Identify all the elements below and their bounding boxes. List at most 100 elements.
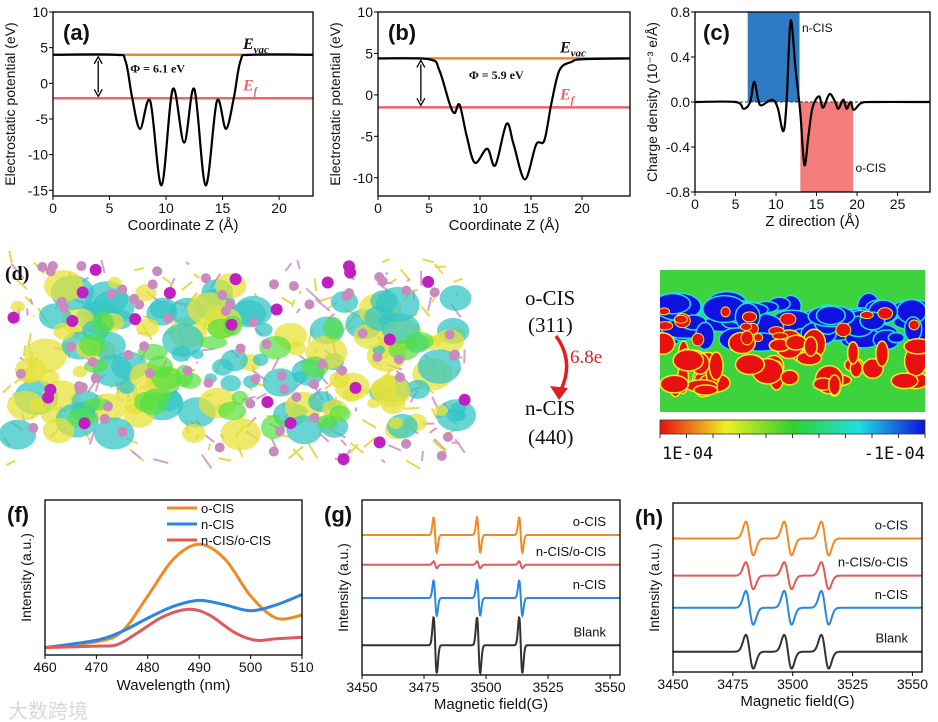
positive-region [660,332,676,356]
evac-label: Evac [559,39,586,59]
bond [295,307,301,314]
atom [276,370,287,381]
contour-map [660,270,925,412]
atom [128,293,139,304]
y-tick-label: 0.0 [671,94,691,110]
bond [29,298,34,306]
atom [77,382,88,393]
x-tick-label: 15 [215,200,231,216]
atom [349,381,362,394]
atom [393,354,404,365]
bond [207,443,211,451]
atom [90,373,101,384]
evac-main: E [559,39,571,56]
panel-label: (g) [324,502,352,527]
positive-region [803,335,818,357]
isosurface-blob [439,285,472,311]
series-potential [53,53,313,187]
y-tick-label: 10 [32,4,48,20]
atom [217,289,228,300]
axes-frame [52,11,314,197]
x-tick-label: 5 [732,196,740,212]
isosurface-blob [434,329,465,354]
isosurface-blob [44,269,84,302]
y-axis-label: Intensity (a.u.) [18,533,34,622]
positive-region [693,384,719,396]
x-tick-label: 25 [890,196,906,212]
legend-label: n-CIS/o-CIS [201,533,271,548]
y-tick-label: 0 [365,87,373,103]
series-n-CIS [673,589,922,626]
positive-region [660,307,671,316]
bond [100,259,106,274]
panel-d-structure: (d) o-CIS (311) 6.8e n-CIS (440) [0,250,602,470]
bond [22,345,27,357]
bond [307,442,319,459]
bond [291,299,296,308]
atom [250,373,261,384]
x-tick-label: 470 [85,659,109,675]
bond [296,260,301,270]
bond [255,392,267,400]
series-label: o-CIS [573,514,607,529]
isosurface-blob [53,322,75,340]
atom [317,359,328,370]
isosurface-blob [255,322,273,337]
isosurface-blob [316,415,338,429]
positive-region [835,322,852,338]
atom [270,303,283,316]
atom [279,384,290,395]
series-label: n-CIS/o-CIS [838,555,908,570]
arrow-head-down [93,88,103,98]
panel-label: (a) [63,20,90,45]
isosurface-blob [10,301,25,313]
bond [340,439,348,447]
atom [117,284,128,295]
plot-area [362,514,620,675]
y-tick-label: -10 [353,170,373,186]
arrow-head-up [416,59,426,68]
series-label: Blank [573,624,606,639]
colorbar-min-label: -1E-04 [864,444,925,464]
positive-region [890,372,919,390]
bond [348,443,359,454]
bond [433,438,447,452]
x-tick-label: 3525 [837,676,868,692]
bond [201,454,213,469]
isosurface-blob [220,417,261,451]
atom [144,368,155,379]
x-axis-label: Magnetic field(G) [434,696,548,713]
atom [449,349,460,360]
bond [390,278,398,284]
series-charge density [695,19,930,167]
x-tick-label: 10 [768,196,784,212]
y-tick-label: 5 [40,40,48,56]
bond [10,263,25,280]
series-label: o-CIS [875,517,909,532]
chart-f: 460 470 480 490 500 510 Wavelength (nm) Intensi… [7,499,314,694]
atom [372,352,383,363]
x-tick-label: 3475 [408,679,439,695]
x-axis-label: Coordinate Z (Å) [449,217,560,234]
positive-region [771,332,789,340]
panel-label: (h) [635,505,663,530]
positive-region [720,306,731,318]
y-tick-label: -10 [28,147,48,163]
series-o-CIS [673,520,922,557]
atom [182,365,193,376]
bond [280,296,294,306]
series-label: n-CIS [875,587,909,602]
bond [181,280,193,291]
x-tick-label: 0 [374,200,382,216]
plot-area [53,53,313,187]
negative-region [815,305,846,326]
y-tick-label: 10 [357,4,373,20]
atom [66,341,77,352]
isosurface-blob [406,379,430,399]
isosurface-blob [182,423,206,443]
atom [7,311,20,324]
atom [56,296,67,307]
series-n-CIS/o-CIS [45,607,302,650]
isosurface-blob [136,318,160,337]
positive-region [708,351,724,381]
